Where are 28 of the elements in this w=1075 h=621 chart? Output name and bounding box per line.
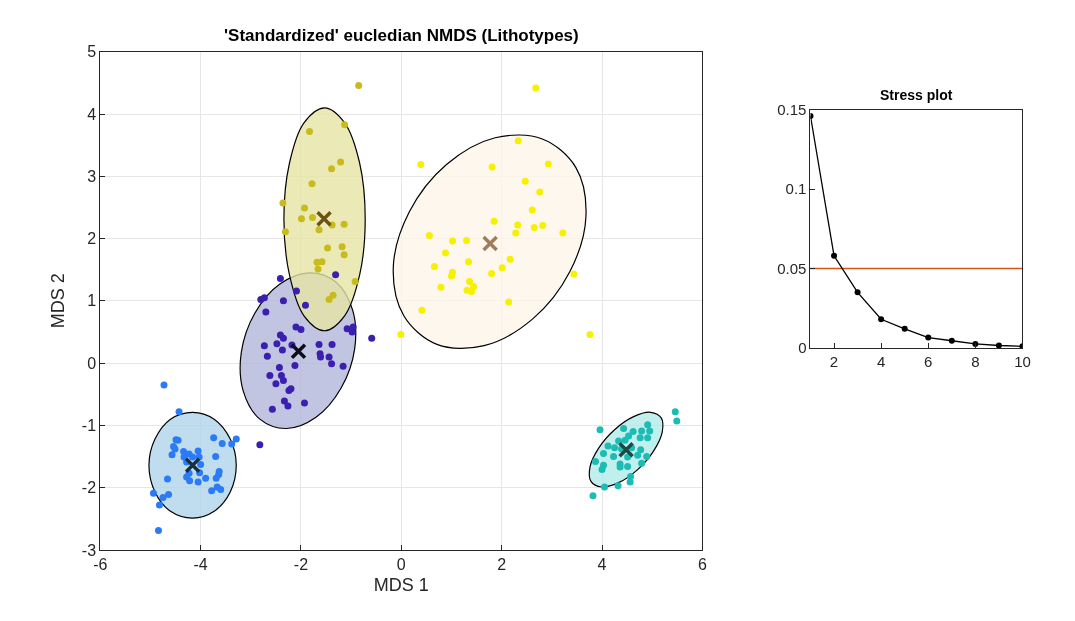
y-tick-label: 2 [87,230,97,248]
x-tick-label: -2 [293,556,309,574]
y-tick-label: -1 [81,416,97,434]
y-tick-label: 1 [87,292,97,310]
x-tick-label: -4 [193,556,208,574]
x-tick-label: 4 [876,352,886,370]
x-tick-label: 2 [497,556,507,574]
x-tick-label: -6 [93,556,108,574]
x-tick-label: 2 [829,352,839,370]
y-tick-label: 0.15 [777,100,807,118]
y-tick-label: 0.1 [785,180,807,198]
x-axis-title: MDS 1 [373,575,429,596]
y-tick-label: 5 [87,43,97,61]
x-tick-label: 8 [971,352,980,370]
y-tick-label: -3 [81,541,97,559]
x-tick-label: 6 [924,352,933,370]
chart-title: 'Standardized' eucledian NMDS (Lithotypes) [224,26,579,45]
y-tick-label: 3 [87,167,97,185]
y-axis-title: MDS 2 [48,273,69,329]
y-tick-label: 0 [798,339,807,357]
y-tick-label: 0.05 [777,259,807,277]
chart-title: Stress plot [880,87,953,103]
x-tick-label: 4 [597,556,607,574]
x-tick-label: 10 [1014,352,1031,370]
y-tick-label: -2 [81,479,97,497]
y-tick-label: 4 [87,105,97,123]
x-tick-label: 0 [396,556,406,574]
x-tick-label: 6 [697,556,707,574]
